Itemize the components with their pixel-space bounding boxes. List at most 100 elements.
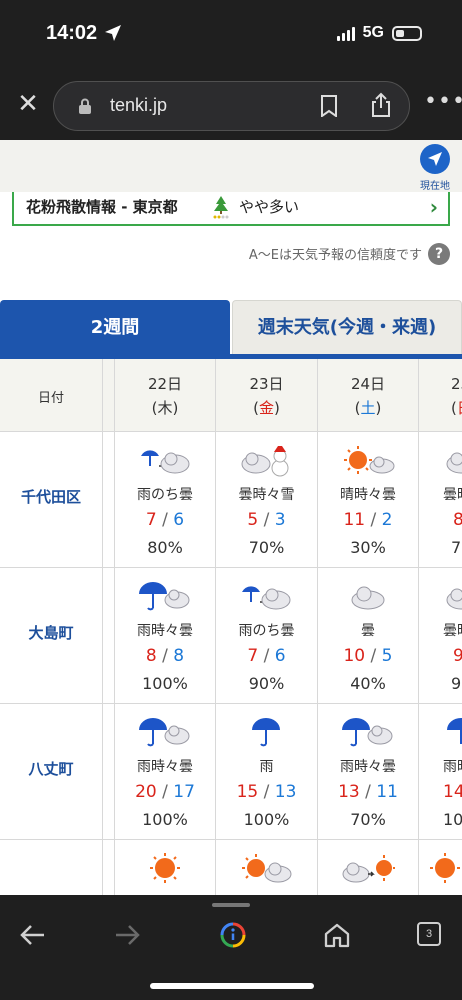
location-name[interactable]: 八丈町 bbox=[28, 760, 74, 778]
tab-two-weeks[interactable]: 2週間 bbox=[0, 300, 230, 358]
weekday-name: 土 bbox=[360, 399, 376, 417]
location-name[interactable]: 千代田区 bbox=[20, 488, 81, 506]
status-bar: 14:02 5G bbox=[0, 0, 462, 70]
location-cell[interactable]: 八丈町 bbox=[0, 704, 103, 840]
temperature: 14 bbox=[419, 782, 462, 802]
cloudy-then-sunny-icon bbox=[342, 855, 395, 883]
forecast-cell[interactable]: 曇時々 9 90% bbox=[419, 568, 462, 704]
weather-telop: 雨時々曇 bbox=[340, 759, 396, 775]
forward-arrow-icon[interactable] bbox=[112, 921, 142, 949]
precip-probability: 70% bbox=[350, 810, 386, 829]
home-icon[interactable] bbox=[322, 921, 352, 949]
sunny-with-clouds-icon bbox=[242, 854, 292, 883]
forecast-cell[interactable] bbox=[318, 840, 419, 895]
url-text: tenki.jp bbox=[110, 95, 168, 115]
precip-probability: 70% bbox=[451, 538, 462, 557]
weather-telop: 晴時々曇 bbox=[340, 487, 396, 503]
forecast-cell[interactable] bbox=[419, 840, 462, 895]
low-temp: 2 bbox=[381, 510, 393, 530]
temperature: 7 / 6 bbox=[145, 510, 185, 530]
forecast-cell[interactable]: 雨 15 / 13 100% bbox=[216, 704, 318, 840]
current-location-button[interactable]: 現在地 bbox=[414, 144, 456, 192]
location-cell[interactable]: 大島町 bbox=[0, 568, 103, 704]
more-options-button[interactable]: ••• bbox=[424, 89, 462, 114]
divider-cell bbox=[103, 359, 115, 432]
temperature: 5 / 3 bbox=[247, 510, 286, 530]
weather-telop: 曇時々 bbox=[443, 487, 462, 503]
weather-telop: 雨のち曇 bbox=[137, 487, 193, 503]
tab-switcher-button[interactable]: 3 bbox=[417, 922, 441, 946]
forecast-cell[interactable]: 曇 10 / 5 40% bbox=[318, 568, 419, 704]
share-icon[interactable] bbox=[370, 92, 392, 118]
forecast-cell[interactable]: 晴時々曇 11 / 2 30% bbox=[318, 432, 419, 568]
divider-cell bbox=[103, 704, 115, 840]
low-temp: 17 bbox=[173, 782, 195, 802]
date-weekday: (木) bbox=[151, 399, 179, 417]
cloudy-icon bbox=[351, 586, 385, 610]
forecast-cell[interactable] bbox=[216, 840, 318, 895]
forecast-cell[interactable]: 雨のち曇 7 / 6 90% bbox=[216, 568, 318, 704]
date-cell: 25日 (日) bbox=[419, 359, 462, 432]
pollen-info-link[interactable]: 花粉飛散情報 - 東京都 やや多い › bbox=[12, 192, 450, 226]
divider-cell bbox=[103, 568, 115, 704]
drag-handle[interactable] bbox=[212, 903, 250, 907]
rain-icon bbox=[252, 718, 280, 747]
weather-telop: 曇時々 bbox=[443, 623, 462, 639]
location-cell[interactable]: 千代田区 bbox=[0, 432, 103, 568]
location-cell[interactable] bbox=[0, 840, 103, 895]
bookmark-icon[interactable] bbox=[320, 95, 338, 117]
low-temp: 11 bbox=[376, 782, 398, 802]
high-temp: 10 bbox=[343, 646, 366, 666]
sunny-icon bbox=[430, 853, 460, 883]
precip-probability: 40% bbox=[350, 674, 386, 693]
tab-underline bbox=[0, 354, 462, 359]
weather-telop: 雨 bbox=[259, 759, 274, 775]
rain-then-cloudy-icon bbox=[242, 586, 291, 610]
high-temp: 13 bbox=[338, 782, 360, 802]
cloudy-icon bbox=[446, 588, 462, 610]
date-day: 22日 bbox=[147, 375, 183, 393]
weather-telop: 曇 bbox=[361, 623, 375, 639]
weather-telop: 雨時々曇 bbox=[137, 623, 193, 639]
high-temp: 9 bbox=[453, 646, 462, 666]
pollen-level: やや多い bbox=[239, 198, 300, 216]
low-temp: 3 bbox=[274, 510, 286, 530]
cloudy-with-snow-icon bbox=[241, 446, 289, 477]
close-tab-button[interactable]: ✕ bbox=[17, 89, 39, 119]
location-name[interactable]: 大島町 bbox=[28, 624, 74, 642]
forecast-cell[interactable]: 雨時々曇 8 / 8 100% bbox=[115, 568, 216, 704]
temperature: 10 / 5 bbox=[343, 646, 393, 666]
signal-icon bbox=[336, 25, 355, 41]
weather-telop: 曇時々雪 bbox=[238, 487, 295, 503]
high-temp: 11 bbox=[343, 510, 366, 530]
address-bar[interactable]: tenki.jp bbox=[53, 81, 410, 131]
precip-probability: 100% bbox=[142, 674, 188, 693]
battery-icon bbox=[392, 25, 422, 41]
date-cell: 22日 (木) bbox=[115, 359, 216, 432]
back-arrow-icon[interactable] bbox=[18, 921, 48, 949]
weekday-name: 金 bbox=[258, 399, 274, 417]
navigation-arrow-icon bbox=[420, 144, 450, 174]
rain-with-clouds-icon bbox=[342, 718, 393, 747]
cloudy-icon bbox=[446, 452, 462, 474]
date-cell: 24日 (土) bbox=[318, 359, 419, 432]
high-temp: 14 bbox=[443, 782, 462, 802]
forecast-cell[interactable]: 雨時々曇 13 / 11 70% bbox=[318, 704, 419, 840]
forecast-cell[interactable]: 曇時々 8 70% bbox=[419, 432, 462, 568]
precip-probability: 90% bbox=[248, 674, 285, 693]
low-temp: 6 bbox=[173, 510, 185, 530]
forecast-cell[interactable] bbox=[115, 840, 216, 895]
low-temp: 6 bbox=[274, 646, 286, 666]
low-temp: 8 bbox=[173, 646, 185, 666]
forecast-cell[interactable]: 雨時々曇 20 / 17 100% bbox=[115, 704, 216, 840]
google-lens-icon[interactable] bbox=[218, 921, 248, 949]
temperature: 13 / 11 bbox=[338, 782, 398, 802]
divider-cell bbox=[103, 432, 115, 568]
forecast-cell[interactable]: 雨時 14 100% bbox=[419, 704, 462, 840]
precip-probability: 100% bbox=[443, 810, 462, 829]
tab-weekend[interactable]: 週末天気(今週・来週) bbox=[232, 300, 462, 354]
help-icon[interactable]: ? bbox=[428, 243, 450, 265]
date-cell: 23日 (金) bbox=[216, 359, 318, 432]
forecast-cell[interactable]: 雨のち曇 7 / 6 80% bbox=[115, 432, 216, 568]
forecast-cell[interactable]: 曇時々雪 5 / 3 70% bbox=[216, 432, 318, 568]
